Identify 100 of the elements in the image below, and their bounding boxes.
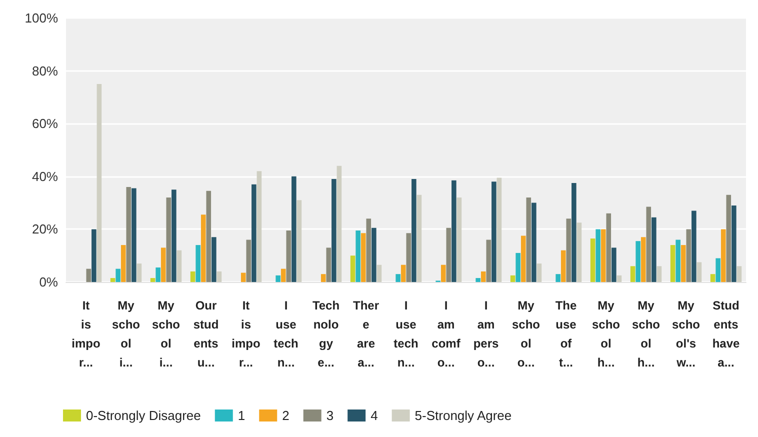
bar <box>150 278 156 282</box>
bar <box>606 213 612 282</box>
legend-label: 4 <box>370 408 378 423</box>
bar <box>360 233 366 282</box>
bar <box>366 218 372 282</box>
bar <box>166 198 172 282</box>
bar <box>292 176 296 282</box>
bar <box>96 84 102 282</box>
bar <box>670 245 676 282</box>
y-tick-label: 0% <box>39 274 58 290</box>
x-tick-label: Ther e are a... <box>352 298 380 370</box>
bar <box>720 229 726 282</box>
bar <box>286 230 292 282</box>
bar <box>486 240 492 282</box>
bar <box>510 275 516 282</box>
x-tick-label: It is impo r... <box>232 298 260 370</box>
bar <box>256 171 262 282</box>
bar <box>480 271 486 282</box>
bar <box>532 202 536 282</box>
bar <box>372 228 376 282</box>
bar <box>216 271 222 282</box>
bar <box>116 268 120 282</box>
x-tick-label: It is impo r... <box>72 298 100 370</box>
y-tick-label: 80% <box>32 63 58 78</box>
y-tick-label: 40% <box>32 168 58 184</box>
bar <box>120 245 126 282</box>
bar <box>452 180 456 282</box>
bar <box>516 252 520 282</box>
bar <box>196 245 200 282</box>
bar <box>732 205 736 282</box>
bar <box>456 198 462 282</box>
x-tick-label: My scho ol h... <box>632 298 660 370</box>
bar <box>646 206 652 282</box>
bar <box>676 240 680 282</box>
bar <box>640 237 646 282</box>
bar <box>206 190 212 282</box>
bar <box>440 264 446 282</box>
bar <box>710 274 716 282</box>
bar <box>492 182 496 282</box>
bar <box>110 278 116 282</box>
bar <box>190 271 196 282</box>
bar <box>126 186 132 282</box>
bar <box>680 245 686 282</box>
legend-label: 5-Strongly Agree <box>414 408 512 423</box>
bar <box>476 278 480 282</box>
bar <box>376 264 382 282</box>
x-tick-label: My scho ol's w... <box>672 298 700 370</box>
bar <box>160 248 166 282</box>
bar <box>590 238 596 282</box>
bar <box>692 210 696 282</box>
bar <box>176 250 182 282</box>
x-tick-label: Our stud ents u... <box>193 298 219 370</box>
bar <box>412 179 416 282</box>
bar <box>496 178 502 282</box>
bar <box>296 200 302 282</box>
bar <box>320 274 326 282</box>
bar <box>132 188 136 282</box>
bar <box>416 194 422 282</box>
bar <box>280 268 286 282</box>
x-tick-label: My scho ol o... <box>512 298 540 370</box>
bar <box>556 274 560 282</box>
y-tick-label: 60% <box>32 116 58 132</box>
bar <box>86 268 92 282</box>
bar <box>276 275 280 282</box>
bar <box>716 258 720 282</box>
bar <box>246 240 252 282</box>
bar <box>612 248 616 282</box>
bar <box>240 272 246 282</box>
bar <box>350 256 356 282</box>
legend-label: 2 <box>282 408 290 423</box>
bar <box>596 229 600 282</box>
legend-label: 3 <box>326 408 334 423</box>
x-tick-label: I am pers o... <box>473 298 499 370</box>
bar <box>336 166 342 282</box>
bar <box>576 222 582 282</box>
bar <box>696 262 702 282</box>
bar <box>616 275 622 282</box>
legend-label: 0-Strongly Disagree <box>86 408 201 423</box>
bar <box>656 266 662 282</box>
x-tick-label: I use tech n... <box>274 298 298 370</box>
bar <box>686 229 692 282</box>
bar <box>212 237 216 282</box>
bar <box>92 229 96 282</box>
bar <box>446 228 452 282</box>
bar <box>736 266 742 282</box>
y-tick-label: 100% <box>24 10 58 26</box>
bar <box>252 184 256 282</box>
bar <box>536 264 542 282</box>
x-tick-label: My scho ol i... <box>152 298 180 370</box>
x-tick-label: Tech nolo gy e... <box>312 298 340 370</box>
x-tick-label: My scho ol h... <box>592 298 620 370</box>
bar <box>136 264 142 282</box>
bar <box>356 230 360 282</box>
bar <box>600 229 606 282</box>
x-tick-label: I am comf o... <box>432 298 462 370</box>
x-tick-label: My scho ol i... <box>112 298 140 370</box>
y-tick-label: 20% <box>32 222 58 237</box>
x-tick-label: The use of t... <box>555 298 577 370</box>
bar <box>156 267 160 282</box>
x-tick-label: Stud ents have a... <box>712 298 740 370</box>
